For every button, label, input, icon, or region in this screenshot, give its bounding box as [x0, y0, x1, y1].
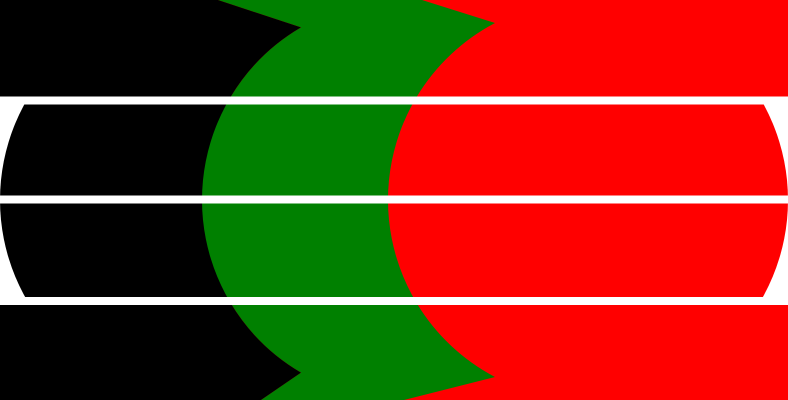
band1-black-region — [0, 0, 301, 97]
band4-black-region — [0, 303, 301, 400]
white-stripe-bottom — [0, 297, 788, 305]
band4-green-region — [230, 303, 495, 400]
band1-green-region — [218, 0, 495, 97]
white-stripe-top — [0, 96, 788, 105]
white-stripe-middle — [0, 195, 788, 204]
